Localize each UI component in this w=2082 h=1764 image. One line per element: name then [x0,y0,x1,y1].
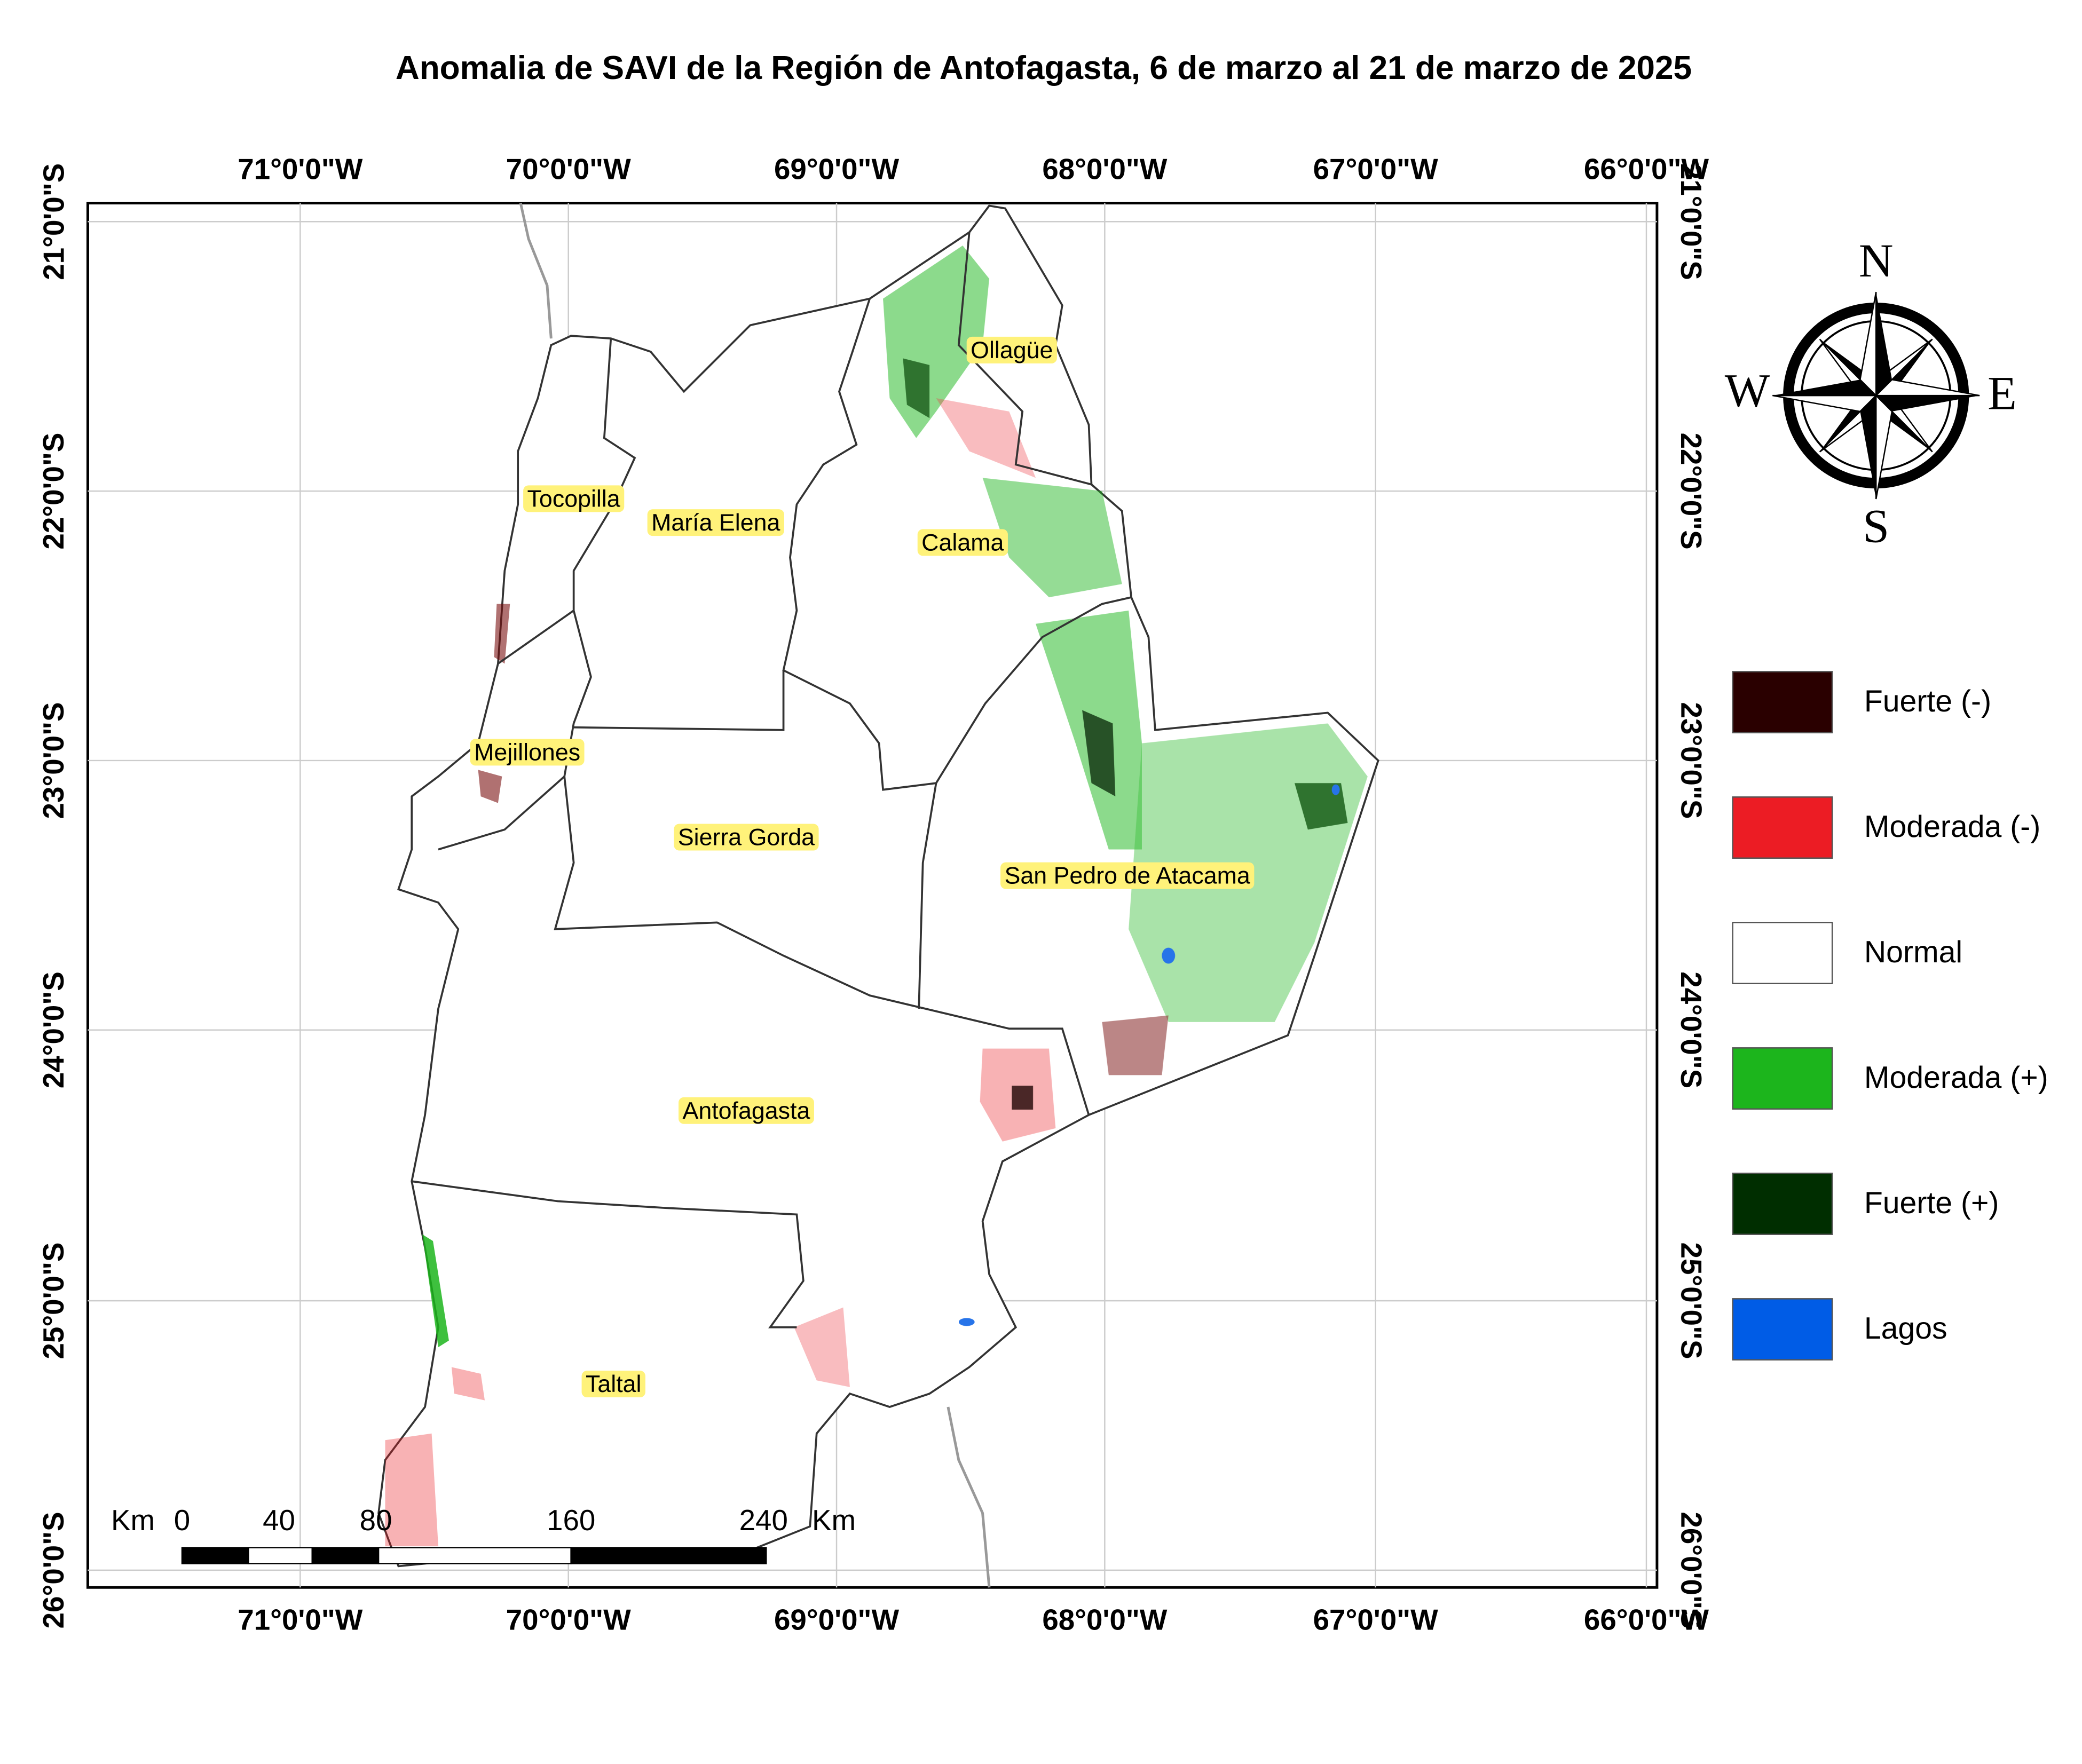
compass-rose [1772,291,1980,500]
place-label: Ollagüe [971,337,1053,363]
place-label: Mejillones [474,739,580,765]
scale-unit: Km [111,1504,155,1537]
scale-unit: Km [812,1504,856,1537]
longitude-label: 71°0'0"W [238,1603,362,1636]
place-label-background [966,336,1057,363]
latitude-label: 25°0'0"S [1675,1243,1708,1359]
compass-north: N [1859,234,1894,287]
scale-label: 40 [263,1504,295,1537]
compass-south: S [1863,500,1889,552]
place-label-background [917,529,1008,556]
legend-swatch [1732,796,1833,859]
scale-label: 80 [360,1504,392,1537]
latitude-label: 22°0'0"S [1675,433,1708,550]
title: Anomalia de SAVI de la Región de Antofag… [396,50,1692,86]
legend-label: Fuerte (-) [1864,684,1991,718]
legend-swatch [1732,1173,1833,1235]
latitude-label: 26°0'0"S [1675,1512,1708,1628]
legend-label: Fuerte (+) [1864,1186,1999,1220]
longitude-label: 69°0'0"W [774,1603,899,1636]
latitude-label: 24°0'0"S [37,971,70,1088]
border-line [947,1406,991,1588]
legend-swatch [1732,671,1833,733]
latitude-label: 24°0'0"S [1675,971,1708,1088]
latitude-label: 21°0'0"S [1675,163,1708,280]
place-label: María Elena [651,509,780,536]
compass-east: E [1988,367,2017,420]
legend: Fuerte (-) Moderada (-) Normal Moderada (+)… [1732,671,2048,1360]
latitude-label: 22°0'0"S [37,433,70,550]
place-label: Tocopilla [527,485,620,512]
place-label-background [581,1371,645,1398]
place-label-background [1000,862,1255,889]
compass-west: W [1725,365,1770,417]
longitude-label: 68°0'0"W [1042,152,1167,185]
place-label-background [470,739,585,766]
longitude-label: 67°0'0"W [1313,152,1438,185]
legend-label: Lagos [1864,1311,1947,1346]
longitude-label: 69°0'0"W [774,152,899,185]
legend-swatch [1732,1298,1833,1360]
scale-label: 0 [174,1504,190,1537]
border-line [519,202,553,339]
longitude-label: 70°0'0"W [506,152,631,185]
place-labels: Ollagüe Tocopilla María Elena Calama Mejillo… [470,336,1255,1398]
longitude-label: 68°0'0"W [1042,1603,1167,1636]
longitude-label: 66°0'0"W [1584,152,1709,185]
place-label: San Pedro de Atacama [1005,863,1250,889]
place-label-background [679,1097,814,1124]
legend-label: Moderada (-) [1864,810,2041,844]
scale-label: 160 [547,1504,595,1537]
legend-swatch [1732,1047,1833,1110]
place-label: Taltal [586,1371,641,1397]
place-label-background [674,824,819,851]
place-label: Calama [921,529,1004,556]
place-label: Sierra Gorda [678,824,815,850]
latitude-label: 25°0'0"S [37,1243,70,1359]
legend-label: Normal [1864,935,1962,969]
longitude-label: 71°0'0"W [238,152,362,185]
scale-label: 240 [739,1504,788,1537]
scale-labels: Km 0 40 80 160 240 Km [111,1504,856,1537]
place-label-background [523,485,625,512]
latitude-label: 21°0'0"S [37,163,70,280]
anomaly-patches [385,246,1368,1547]
legend-label: Moderada (+) [1864,1061,2048,1095]
longitude-label: 66°0'0"W [1584,1603,1709,1636]
scale-bar [181,1547,767,1564]
latitude-label: 23°0'0"S [37,702,70,819]
place-label-background [647,509,784,536]
place-label: Antofagasta [682,1097,810,1124]
latitude-label: 26°0'0"S [37,1512,70,1628]
latitude-label: 23°0'0"S [1675,702,1708,819]
region-outline [377,204,1379,1568]
longitude-label: 70°0'0"W [506,1603,631,1636]
longitude-label: 67°0'0"W [1313,1603,1438,1636]
legend-swatch [1732,922,1833,984]
